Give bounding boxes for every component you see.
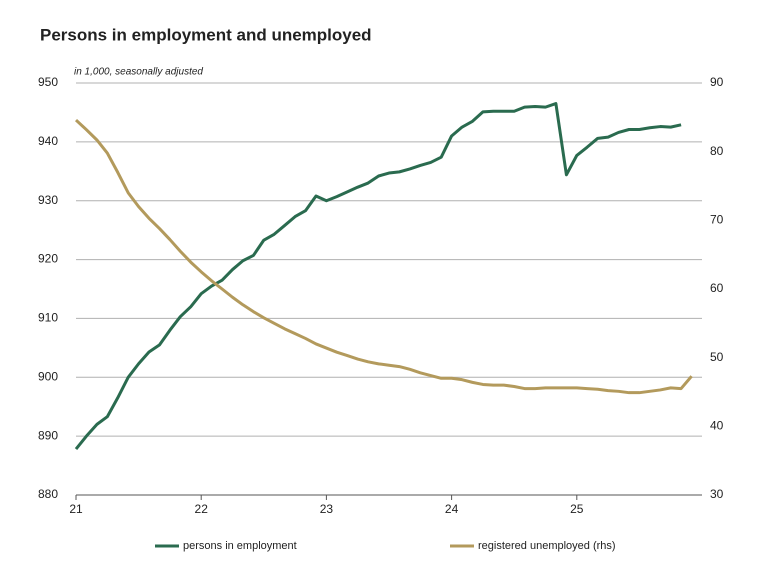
y-tick-label: 890 — [38, 428, 58, 442]
series-line — [74, 118, 693, 395]
x-tick-label: 22 — [195, 502, 209, 516]
y2-tick-label: 40 — [710, 419, 724, 433]
y-tick-label: 880 — [38, 487, 58, 501]
x-tick-label: 25 — [570, 502, 584, 516]
y-tick-label: 940 — [38, 134, 58, 148]
chart-title: Persons in employment and unemployed — [40, 25, 372, 44]
y2-tick-label: 80 — [710, 144, 724, 158]
x-tick-label: 21 — [69, 502, 83, 516]
y2-tick-label: 90 — [710, 75, 724, 89]
y-tick-label: 920 — [38, 252, 58, 266]
x-tick-label: 24 — [445, 502, 459, 516]
series-line — [74, 102, 682, 451]
y2-tick-label: 50 — [710, 350, 724, 364]
chart-subtitle: in 1,000, seasonally adjusted — [74, 67, 203, 78]
y2-tick-label: 70 — [710, 213, 724, 227]
y2-tick-label: 60 — [710, 281, 724, 295]
y-tick-label: 910 — [38, 311, 58, 325]
y-tick-label: 950 — [38, 75, 58, 89]
y-tick-label: 930 — [38, 193, 58, 207]
y-tick-label: 900 — [38, 369, 58, 383]
legend-label: persons in employment — [183, 540, 297, 552]
y2-tick-label: 30 — [710, 487, 724, 501]
x-tick-label: 23 — [320, 502, 334, 516]
legend-label: registered unemployed (rhs) — [478, 540, 616, 552]
